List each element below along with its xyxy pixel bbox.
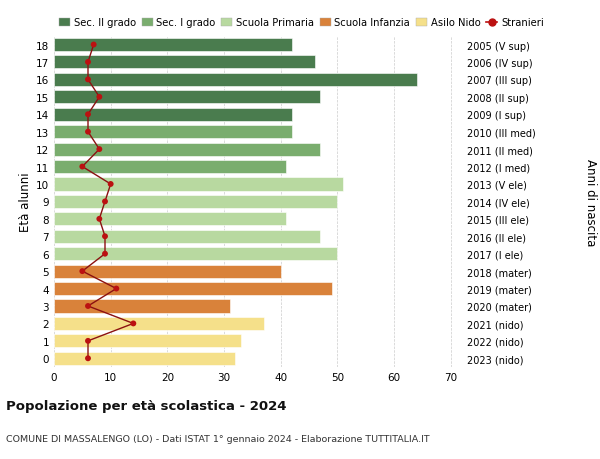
Point (83, 337, 93, 345)
Bar (54, 317, 263, 330)
Text: Anni di nascita: Anni di nascita (584, 158, 597, 246)
Bar (54, 300, 230, 313)
Point (100, 251, 110, 258)
Point (83, 77, 93, 84)
Y-axis label: Età alunni: Età alunni (19, 172, 32, 232)
Point (100, 198, 110, 206)
Bar (54, 56, 314, 69)
Bar (54, 161, 286, 174)
Point (77, 268, 87, 275)
Point (83, 129, 93, 136)
Point (106, 181, 115, 188)
Legend: Sec. II grado, Sec. I grado, Scuola Primaria, Scuola Infanzia, Asilo Nido, Stran: Sec. II grado, Sec. I grado, Scuola Prim… (59, 18, 544, 28)
Bar (54, 230, 320, 243)
Bar (54, 91, 320, 104)
Point (100, 233, 110, 241)
Bar (54, 213, 286, 226)
Point (112, 285, 121, 292)
Bar (54, 352, 235, 365)
Bar (54, 247, 337, 261)
Point (83, 59, 93, 67)
Bar (54, 335, 241, 347)
Point (128, 320, 138, 327)
Point (95, 94, 104, 101)
Bar (54, 126, 292, 139)
Text: COMUNE DI MASSALENGO (LO) - Dati ISTAT 1° gennaio 2024 - Elaborazione TUTTITALIA: COMUNE DI MASSALENGO (LO) - Dati ISTAT 1… (6, 434, 430, 443)
Point (77, 163, 87, 171)
Point (89, 42, 98, 49)
Bar (54, 74, 416, 87)
Point (95, 146, 104, 153)
Point (83, 355, 93, 362)
Bar (54, 178, 343, 191)
Point (83, 112, 93, 119)
Bar (54, 143, 320, 157)
Bar (54, 108, 292, 122)
Point (95, 216, 104, 223)
Bar (54, 282, 332, 296)
Text: Popolazione per età scolastica - 2024: Popolazione per età scolastica - 2024 (6, 399, 287, 412)
Bar (54, 265, 281, 278)
Bar (54, 39, 292, 52)
Point (83, 302, 93, 310)
Bar (54, 196, 337, 208)
